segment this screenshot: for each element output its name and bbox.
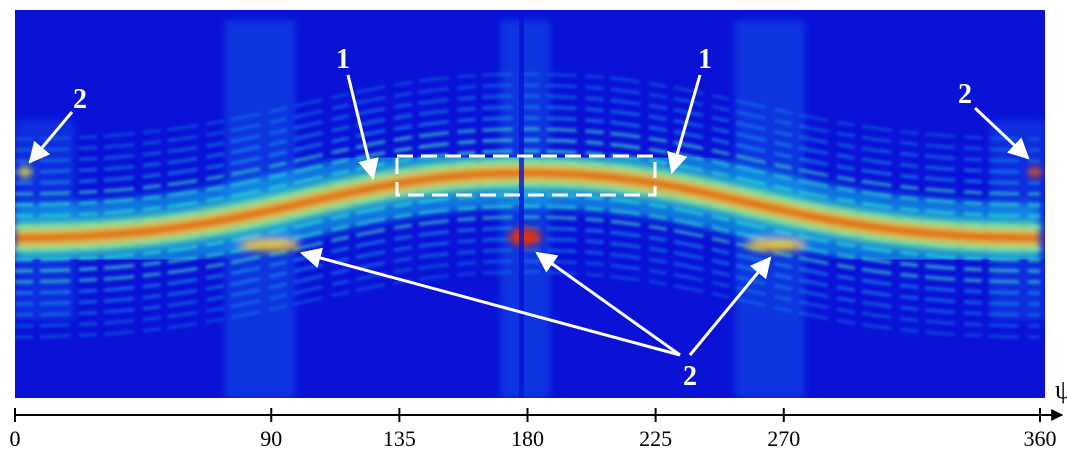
- x-tick-label: 0: [10, 426, 21, 451]
- x-axis-label: ψ: [1055, 375, 1067, 404]
- x-tick-label: 90: [260, 426, 282, 451]
- annotation-label: 1: [336, 44, 350, 75]
- heatmap-image: [15, 10, 1045, 398]
- x-tick-label: 360: [1024, 426, 1057, 451]
- figure: ψ 0 90 135 180 225 270 360 1 1 2 2 2: [0, 0, 1067, 455]
- annotation-label: 2: [958, 79, 972, 110]
- x-tick-label: 225: [639, 426, 672, 451]
- annotation-label: 2: [683, 361, 697, 392]
- x-tick-label: 135: [383, 426, 416, 451]
- x-tick-label: 180: [511, 426, 544, 451]
- annotation-label: 2: [73, 84, 87, 115]
- x-tick-label: 270: [767, 426, 800, 451]
- annotation-label: 1: [698, 44, 712, 75]
